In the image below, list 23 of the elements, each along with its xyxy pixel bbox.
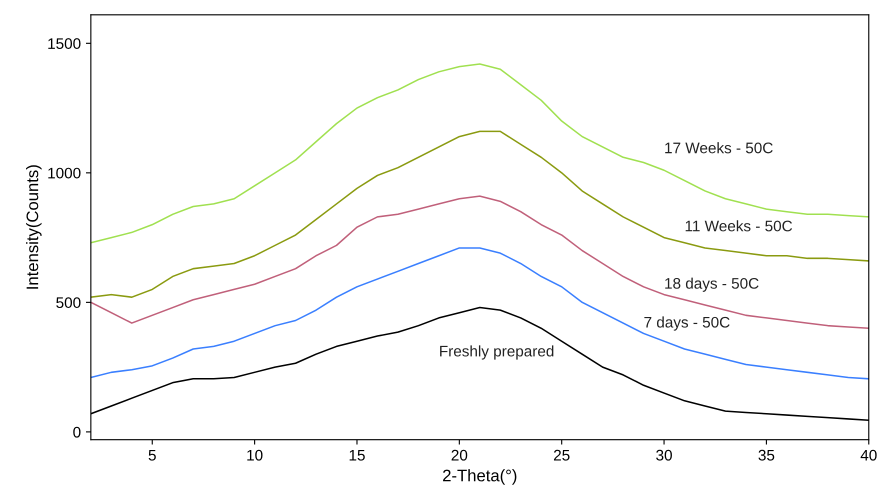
x-tick-label: 20: [452, 450, 468, 461]
series-label: 11 Weeks - 50C: [686, 220, 792, 232]
line-series: [90, 63, 869, 244]
x-tick-label: 15: [350, 450, 365, 461]
line-series: [90, 195, 869, 330]
y-tick-label: 1000: [48, 168, 81, 179]
x-tick-label: 25: [554, 450, 570, 461]
y-tick-label: 500: [56, 297, 81, 308]
x-axis-title: 2-Theta(°): [443, 469, 516, 485]
series-label: Freshly prepared: [440, 345, 554, 360]
series-label: 7 days - 50C: [644, 316, 730, 331]
series-label: 17 Weeks - 50C: [665, 142, 773, 154]
line-series: [90, 247, 869, 380]
x-tick-label: 40: [860, 450, 877, 461]
series-label: 18 days - 50C: [665, 278, 759, 292]
y-tick-label: 0: [73, 426, 81, 438]
x-tick-label: 30: [656, 450, 672, 461]
y-axis-title: Intensity(Counts): [26, 165, 42, 289]
line-series: [90, 130, 869, 298]
y-tick-label: 1500: [48, 38, 81, 49]
x-tick-label: 10: [247, 450, 263, 461]
x-tick-label: 35: [758, 450, 774, 461]
x-tick-label: 5: [148, 450, 156, 461]
